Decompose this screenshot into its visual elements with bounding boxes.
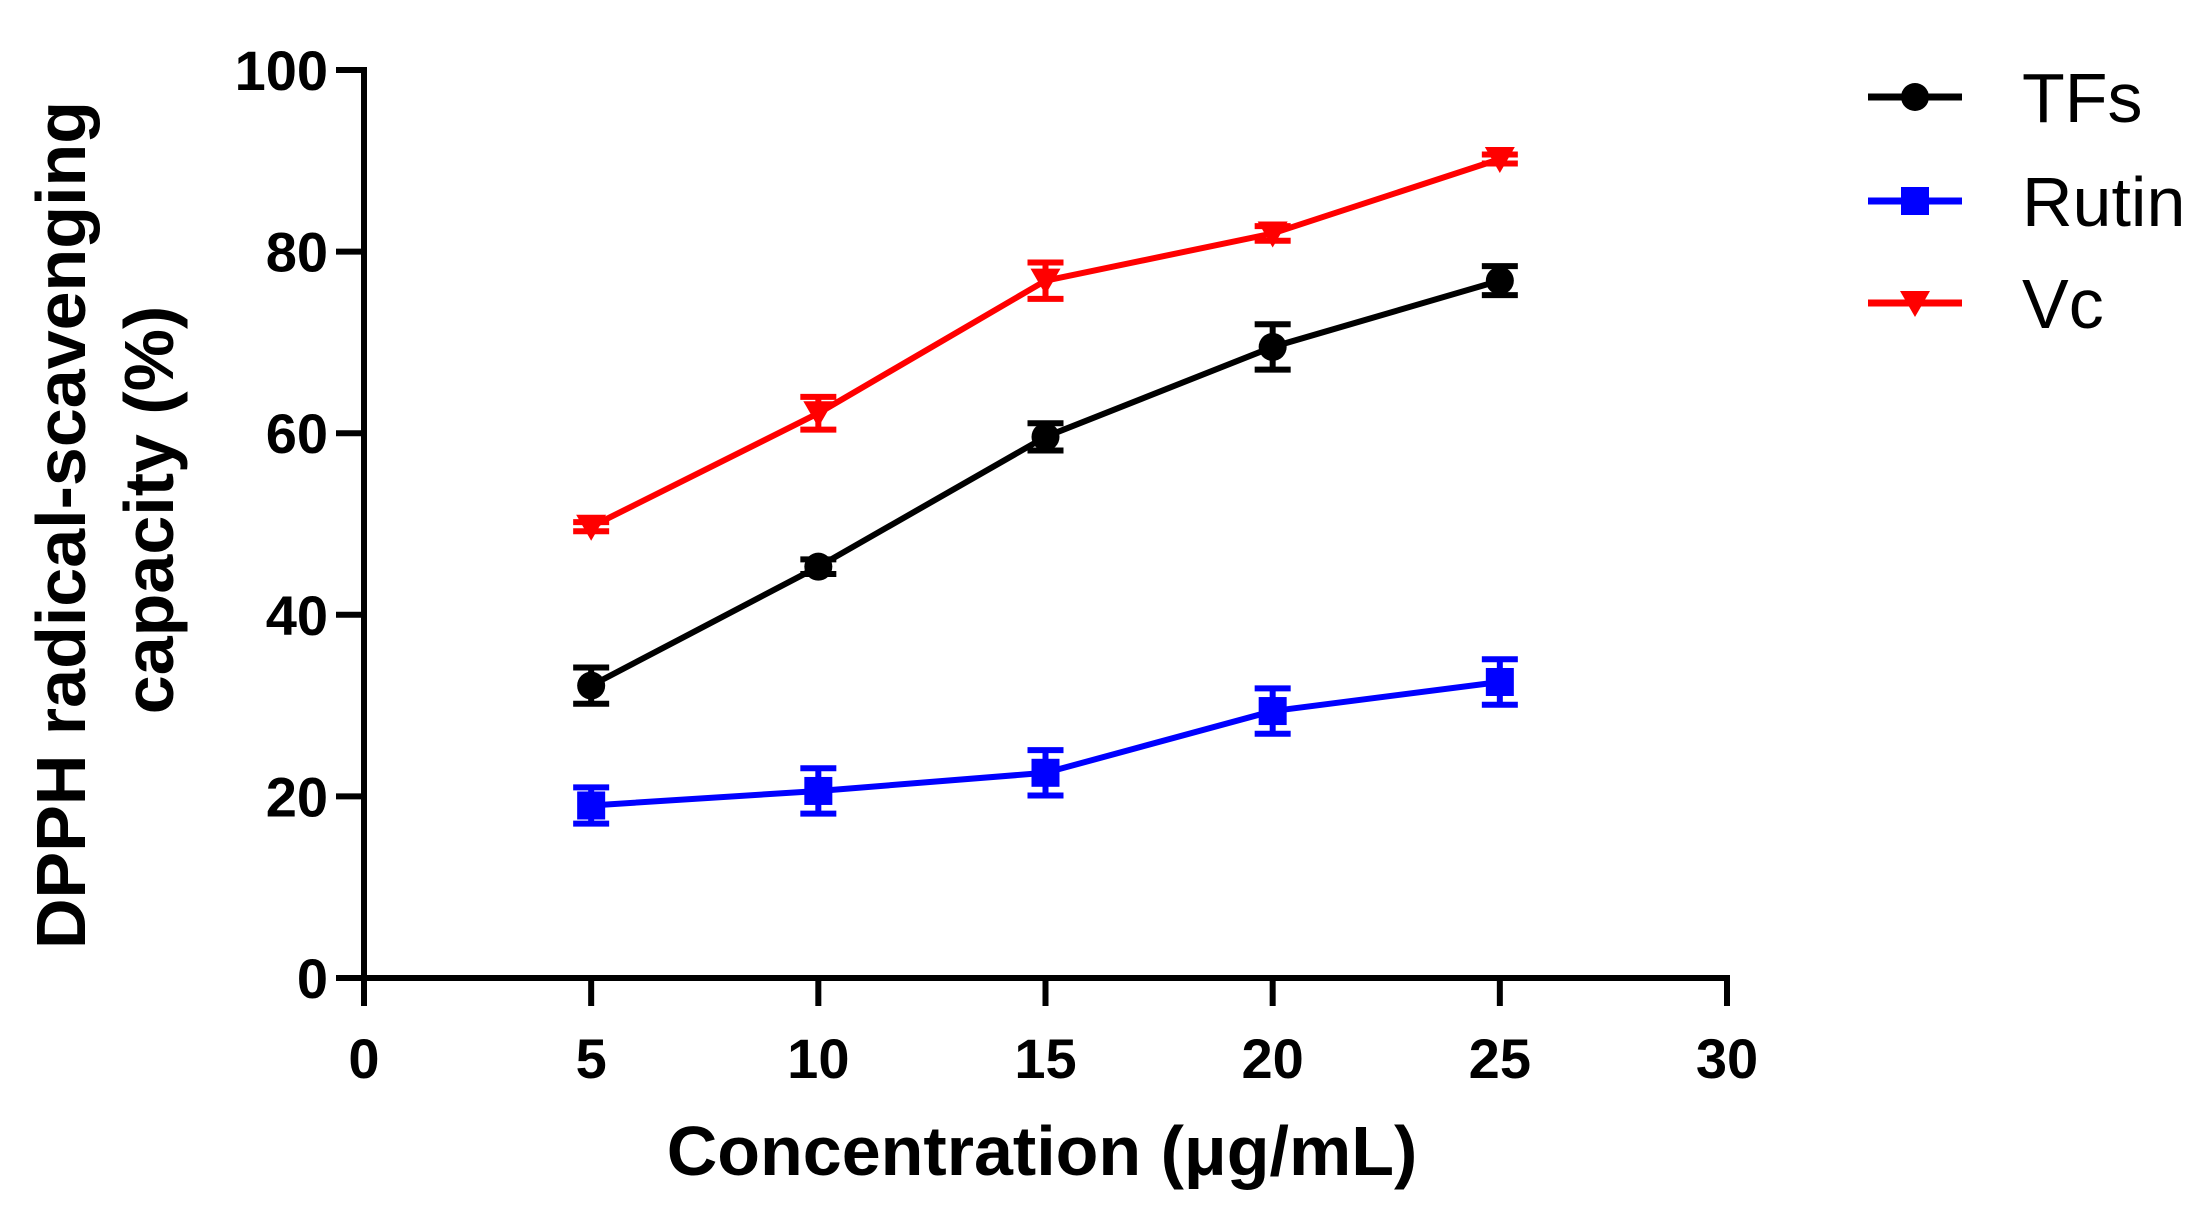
legend-item-rutin: Rutin <box>1868 163 2185 241</box>
legend-label-vc: Vc <box>2022 265 2104 343</box>
y-tick-label: 100 <box>235 39 328 102</box>
series-line-tfs <box>589 277 1501 689</box>
x-tick-label: 20 <box>1242 1027 1304 1090</box>
x-tick-label: 25 <box>1469 1027 1531 1090</box>
data-point-rutin <box>577 791 606 820</box>
x-axis-title: Concentration (μg/mL) <box>667 1112 1418 1190</box>
legend-label-rutin: Rutin <box>2022 163 2185 241</box>
y-axis-title-group: DPPH radical-scavenging capacity (%) <box>22 101 188 949</box>
x-ticks: 0 5 10 15 20 25 30 <box>348 978 1758 1090</box>
x-tick-label: 15 <box>1014 1027 1076 1090</box>
legend-marker-rutin <box>1901 187 1929 215</box>
y-ticks: 0 20 40 60 80 100 <box>235 39 364 1010</box>
data-point-tfs <box>1258 332 1287 361</box>
data-point-vc <box>1257 221 1288 248</box>
legend: TFs Rutin Vc <box>1868 59 2185 343</box>
data-point-tfs <box>804 552 833 581</box>
data-point-tfs <box>1485 266 1514 295</box>
data-point-vc <box>1484 146 1515 173</box>
series-tfs <box>573 263 1518 707</box>
y-tick-label: 40 <box>266 584 328 647</box>
legend-marker-vc <box>1900 291 1930 317</box>
series-layer <box>573 146 1518 827</box>
series-vc <box>573 146 1518 541</box>
data-point-vc <box>803 401 834 428</box>
data-point-rutin <box>1485 667 1514 696</box>
legend-label-tfs: TFs <box>2022 59 2143 137</box>
legend-item-vc: Vc <box>1868 265 2104 343</box>
legend-item-tfs: TFs <box>1868 59 2143 137</box>
x-tick-label: 10 <box>787 1027 849 1090</box>
x-tick-label: 5 <box>576 1027 607 1090</box>
axes: 0 20 40 60 80 100 0 5 10 15 20 25 30 <box>235 39 1759 1090</box>
data-point-tfs <box>1031 422 1060 451</box>
y-axis-title-line1: DPPH radical-scavenging <box>22 101 100 949</box>
y-tick-label: 20 <box>266 765 328 828</box>
data-point-rutin <box>1258 697 1287 726</box>
y-tick-label: 0 <box>297 947 328 1010</box>
y-tick-label: 80 <box>266 221 328 284</box>
data-point-rutin <box>1031 758 1060 787</box>
x-tick-label: 30 <box>1696 1027 1758 1090</box>
series-rutin <box>573 656 1518 827</box>
legend-marker-tfs <box>1901 83 1929 111</box>
y-axis-title-line2: capacity (%) <box>110 306 188 714</box>
y-tick-label: 60 <box>266 402 328 465</box>
data-point-tfs <box>577 671 606 700</box>
data-point-rutin <box>804 776 833 805</box>
series-line-vc <box>589 156 1501 530</box>
data-point-vc <box>1030 268 1061 295</box>
data-point-vc <box>576 514 607 541</box>
x-tick-label: 0 <box>348 1027 379 1090</box>
